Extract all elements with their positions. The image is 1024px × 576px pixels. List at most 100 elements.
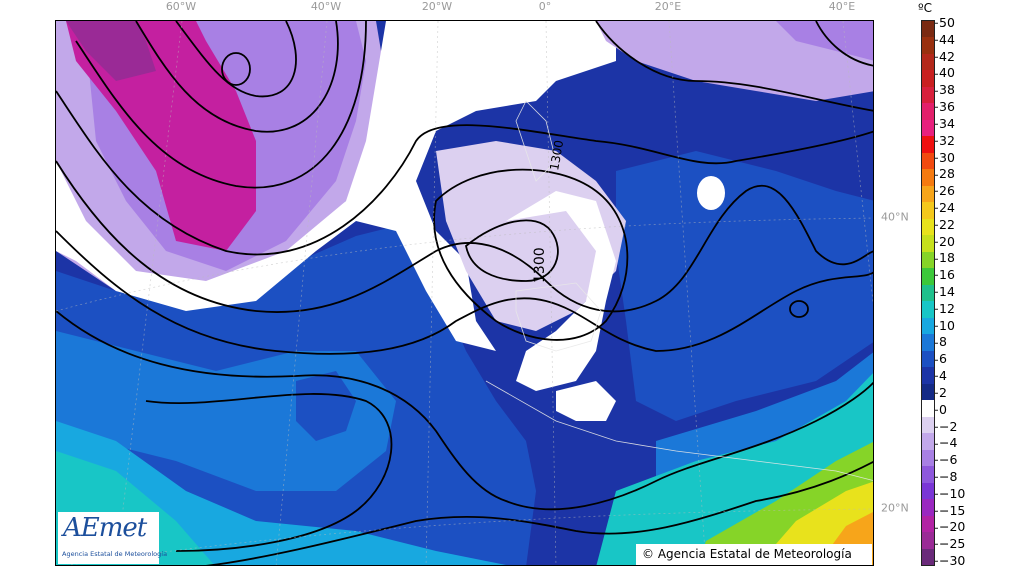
colorbar-segment bbox=[922, 334, 934, 352]
colorbar-segment bbox=[922, 251, 934, 269]
coast-iberia bbox=[515, 282, 602, 352]
field-white-patch-2 bbox=[556, 381, 616, 421]
temperature-colorbar bbox=[921, 20, 935, 566]
colorbar-tick-label: 32 bbox=[935, 132, 955, 148]
colorbar-tick-label: 14 bbox=[935, 283, 955, 299]
isoline-1300 bbox=[465, 219, 559, 282]
colorbar-segment bbox=[922, 70, 934, 88]
colorbar-segment bbox=[922, 185, 934, 203]
colorbar-segment bbox=[922, 136, 934, 154]
longitude-label-20w: 20°W bbox=[421, 0, 453, 13]
colorbar-segment bbox=[922, 21, 934, 38]
grid-meridian-60w bbox=[115, 21, 183, 565]
grid-parallel-20n bbox=[67, 508, 873, 565]
isoline-3 bbox=[75, 21, 367, 189]
isoline-11 bbox=[815, 21, 873, 67]
grid-meridian-0 bbox=[545, 21, 557, 565]
longitude-label-40w: 40°W bbox=[310, 0, 342, 13]
colorbar-segment bbox=[922, 86, 934, 104]
logo-subtitle: Agencia Estatal de Meteorología bbox=[62, 550, 168, 558]
temperature-map: 1300 1300 bbox=[55, 20, 874, 566]
colorbar-segment bbox=[922, 466, 934, 484]
colorbar-segment bbox=[922, 400, 934, 418]
field-white-patch-1 bbox=[697, 176, 725, 210]
colorbar-segment bbox=[922, 515, 934, 533]
colorbar-segment bbox=[922, 367, 934, 385]
field-white-band bbox=[56, 21, 616, 351]
field-lightblue-1 bbox=[56, 331, 396, 491]
isoline-5 bbox=[56, 160, 873, 313]
field-magenta-dark bbox=[66, 21, 156, 81]
colorbar-tick-label: 26 bbox=[935, 182, 955, 198]
isoline-6 bbox=[56, 230, 873, 355]
colorbar-segment bbox=[922, 317, 934, 335]
colorbar-tick-label: 38 bbox=[935, 82, 955, 97]
colorbar-segment bbox=[922, 218, 934, 236]
latitude-label-40n: 40°N bbox=[881, 210, 909, 224]
colorbar-tick-label: −4 bbox=[934, 435, 958, 451]
isoline-4 bbox=[56, 90, 873, 256]
isolines-layer: 1300 1300 bbox=[56, 21, 873, 565]
colorbar-segment bbox=[922, 37, 934, 55]
colorbar-tick-label: 10 bbox=[935, 317, 955, 333]
colorbar-segment bbox=[922, 235, 934, 253]
colorbar-segment bbox=[922, 499, 934, 517]
colorbar-tick-label: 34 bbox=[935, 115, 955, 131]
aemet-logo: AEmet Agencia Estatal de Meteorología bbox=[58, 512, 167, 564]
colorbar-unit: ºC bbox=[918, 1, 933, 15]
grid-meridian-40w bbox=[275, 21, 328, 565]
contour-label-1300-north: 1300 bbox=[547, 139, 566, 172]
contour-label-1300: 1300 bbox=[532, 247, 548, 283]
longitude-label-20e: 20°E bbox=[654, 0, 682, 13]
isoline-1 bbox=[175, 21, 297, 98]
colorbar-segment bbox=[922, 532, 934, 549]
colorbar-segment bbox=[922, 433, 934, 451]
colorbar-segment bbox=[922, 53, 934, 71]
colorbar-tick-label: −2 bbox=[934, 418, 958, 434]
colorbar-tick-label: −30 bbox=[934, 552, 966, 568]
isoline-8 bbox=[145, 393, 393, 552]
longitude-label-40e: 40°E bbox=[828, 0, 856, 13]
colorbar-segment bbox=[922, 416, 934, 434]
coast-africa bbox=[485, 380, 873, 481]
grid-meridian-40e bbox=[842, 21, 873, 306]
field-violet-northeast bbox=[776, 21, 873, 61]
colorbar-segment bbox=[922, 301, 934, 319]
colorbar-tick-label: −8 bbox=[934, 468, 958, 484]
latitude-label-20n: 20°N bbox=[881, 501, 909, 515]
colorbar-tick-label: 20 bbox=[935, 233, 955, 249]
colorbar-segment bbox=[922, 350, 934, 368]
isoline-7 bbox=[56, 310, 873, 511]
copyright-credit: © Agencia Estatal de Meteorología bbox=[636, 544, 872, 565]
colorbar-tick-label: 4 bbox=[935, 367, 947, 383]
isoline-low-center bbox=[221, 52, 251, 86]
field-violet-iberia bbox=[436, 141, 626, 331]
field-white-iberia bbox=[506, 191, 616, 391]
colorbar-tick-label: −6 bbox=[934, 451, 958, 467]
colorbar-segment bbox=[922, 103, 934, 121]
colorbar-segment bbox=[922, 548, 934, 566]
colorbar-segment bbox=[922, 449, 934, 467]
field-blue-patch bbox=[296, 371, 356, 441]
colorbar-segment bbox=[922, 119, 934, 137]
colorbar-segment bbox=[922, 383, 934, 401]
colorbar-tick-label: 16 bbox=[935, 266, 955, 282]
colorbar-segment bbox=[922, 202, 934, 220]
grid-meridian-20e bbox=[668, 21, 707, 565]
colorbar-segment bbox=[922, 284, 934, 302]
colorbar-tick-label: 44 bbox=[935, 31, 955, 47]
colorbar-tick-label: 36 bbox=[935, 98, 955, 114]
field-blue-east bbox=[616, 151, 873, 421]
colorbar-tick-label: 24 bbox=[935, 199, 955, 215]
isoline-2 bbox=[135, 21, 339, 133]
colorbar-tick-label: 2 bbox=[935, 384, 947, 400]
logo-mark: AEmet bbox=[63, 513, 147, 543]
colorbar-tick-label: −10 bbox=[934, 485, 966, 501]
colorbar-segment bbox=[922, 482, 934, 500]
colorbar-tick-label: 30 bbox=[935, 149, 955, 165]
colorbar-tick-label: 6 bbox=[935, 351, 947, 366]
colorbar-tick-label: −25 bbox=[934, 535, 966, 551]
colorbar-tick-label: 28 bbox=[935, 166, 955, 182]
longitude-label-60w: 60°W bbox=[165, 0, 197, 13]
colorbar-tick-label: −20 bbox=[934, 519, 966, 535]
